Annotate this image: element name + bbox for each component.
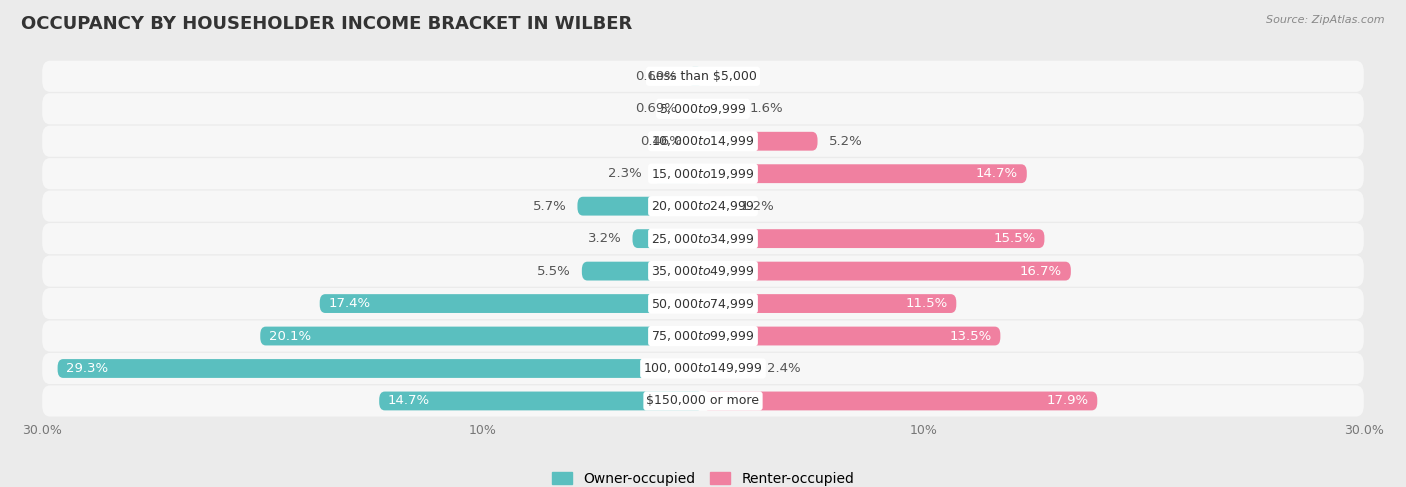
Text: $20,000 to $24,999: $20,000 to $24,999 (651, 199, 755, 213)
FancyBboxPatch shape (42, 61, 1364, 92)
FancyBboxPatch shape (578, 197, 703, 216)
FancyBboxPatch shape (260, 327, 703, 345)
Text: 17.9%: 17.9% (1046, 394, 1088, 408)
Text: 0.69%: 0.69% (636, 70, 676, 83)
Text: OCCUPANCY BY HOUSEHOLDER INCOME BRACKET IN WILBER: OCCUPANCY BY HOUSEHOLDER INCOME BRACKET … (21, 15, 633, 33)
Text: $75,000 to $99,999: $75,000 to $99,999 (651, 329, 755, 343)
FancyBboxPatch shape (42, 190, 1364, 222)
Text: $10,000 to $14,999: $10,000 to $14,999 (651, 134, 755, 148)
Text: 5.2%: 5.2% (828, 135, 862, 148)
FancyBboxPatch shape (688, 67, 703, 86)
FancyBboxPatch shape (42, 385, 1364, 416)
Text: 5.5%: 5.5% (537, 264, 571, 278)
FancyBboxPatch shape (42, 320, 1364, 352)
FancyBboxPatch shape (703, 262, 1071, 281)
Text: 5.7%: 5.7% (533, 200, 567, 213)
Text: 15.5%: 15.5% (994, 232, 1036, 245)
Text: $100,000 to $149,999: $100,000 to $149,999 (644, 361, 762, 375)
FancyBboxPatch shape (633, 229, 703, 248)
FancyBboxPatch shape (42, 158, 1364, 189)
FancyBboxPatch shape (703, 392, 1097, 411)
Text: $50,000 to $74,999: $50,000 to $74,999 (651, 297, 755, 311)
FancyBboxPatch shape (42, 288, 1364, 319)
FancyBboxPatch shape (693, 132, 703, 150)
FancyBboxPatch shape (703, 359, 756, 378)
FancyBboxPatch shape (42, 256, 1364, 287)
Text: 11.5%: 11.5% (905, 297, 948, 310)
Text: 0.46%: 0.46% (640, 135, 682, 148)
FancyBboxPatch shape (703, 99, 738, 118)
Text: 17.4%: 17.4% (329, 297, 371, 310)
FancyBboxPatch shape (703, 294, 956, 313)
FancyBboxPatch shape (688, 99, 703, 118)
Text: 1.6%: 1.6% (749, 102, 783, 115)
FancyBboxPatch shape (582, 262, 703, 281)
Text: Source: ZipAtlas.com: Source: ZipAtlas.com (1267, 15, 1385, 25)
FancyBboxPatch shape (42, 93, 1364, 124)
Text: 0.69%: 0.69% (636, 102, 676, 115)
Text: 14.7%: 14.7% (976, 167, 1018, 180)
FancyBboxPatch shape (42, 126, 1364, 157)
Text: 2.4%: 2.4% (766, 362, 800, 375)
Text: 16.7%: 16.7% (1019, 264, 1062, 278)
FancyBboxPatch shape (703, 164, 1026, 183)
Text: 14.7%: 14.7% (388, 394, 430, 408)
Text: 1.2%: 1.2% (741, 200, 775, 213)
Text: $35,000 to $49,999: $35,000 to $49,999 (651, 264, 755, 278)
FancyBboxPatch shape (703, 229, 1045, 248)
Text: 13.5%: 13.5% (949, 330, 991, 342)
FancyBboxPatch shape (380, 392, 703, 411)
Text: $150,000 or more: $150,000 or more (647, 394, 759, 408)
FancyBboxPatch shape (703, 197, 730, 216)
Text: 29.3%: 29.3% (66, 362, 108, 375)
Text: 3.2%: 3.2% (588, 232, 621, 245)
Text: $25,000 to $34,999: $25,000 to $34,999 (651, 232, 755, 245)
FancyBboxPatch shape (652, 164, 703, 183)
FancyBboxPatch shape (319, 294, 703, 313)
FancyBboxPatch shape (703, 132, 817, 150)
Text: 20.1%: 20.1% (269, 330, 311, 342)
FancyBboxPatch shape (58, 359, 703, 378)
FancyBboxPatch shape (42, 223, 1364, 254)
Legend: Owner-occupied, Renter-occupied: Owner-occupied, Renter-occupied (546, 466, 860, 487)
Text: $5,000 to $9,999: $5,000 to $9,999 (659, 102, 747, 116)
FancyBboxPatch shape (703, 327, 1001, 345)
Text: 2.3%: 2.3% (607, 167, 641, 180)
Text: Less than $5,000: Less than $5,000 (650, 70, 756, 83)
FancyBboxPatch shape (42, 353, 1364, 384)
Text: $15,000 to $19,999: $15,000 to $19,999 (651, 167, 755, 181)
